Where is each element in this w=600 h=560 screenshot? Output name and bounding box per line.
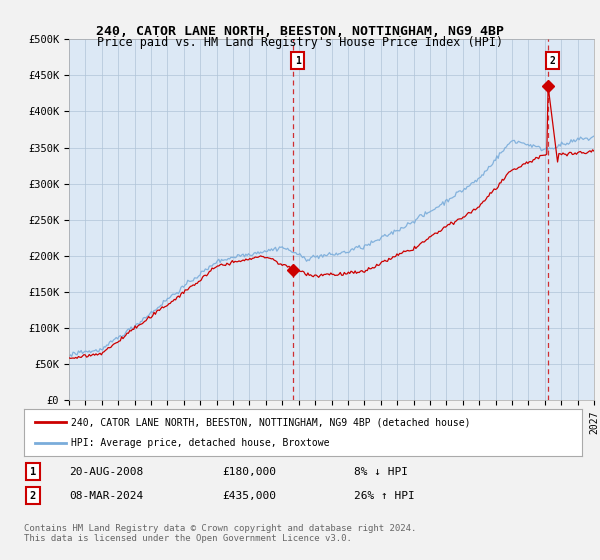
Text: 8% ↓ HPI: 8% ↓ HPI <box>354 466 408 477</box>
Text: £435,000: £435,000 <box>222 491 276 501</box>
Text: 08-MAR-2024: 08-MAR-2024 <box>69 491 143 501</box>
Text: 240, CATOR LANE NORTH, BEESTON, NOTTINGHAM, NG9 4BP (detached house): 240, CATOR LANE NORTH, BEESTON, NOTTINGH… <box>71 417 471 427</box>
Text: Price paid vs. HM Land Registry's House Price Index (HPI): Price paid vs. HM Land Registry's House … <box>97 36 503 49</box>
Text: 1: 1 <box>295 56 301 66</box>
Text: 26% ↑ HPI: 26% ↑ HPI <box>354 491 415 501</box>
Text: Contains HM Land Registry data © Crown copyright and database right 2024.
This d: Contains HM Land Registry data © Crown c… <box>24 524 416 543</box>
Text: HPI: Average price, detached house, Broxtowe: HPI: Average price, detached house, Brox… <box>71 438 330 448</box>
Text: 1: 1 <box>30 466 36 477</box>
Text: £180,000: £180,000 <box>222 466 276 477</box>
Text: 2: 2 <box>550 56 556 66</box>
Text: 240, CATOR LANE NORTH, BEESTON, NOTTINGHAM, NG9 4BP: 240, CATOR LANE NORTH, BEESTON, NOTTINGH… <box>96 25 504 38</box>
Text: 2: 2 <box>30 491 36 501</box>
Text: 20-AUG-2008: 20-AUG-2008 <box>69 466 143 477</box>
